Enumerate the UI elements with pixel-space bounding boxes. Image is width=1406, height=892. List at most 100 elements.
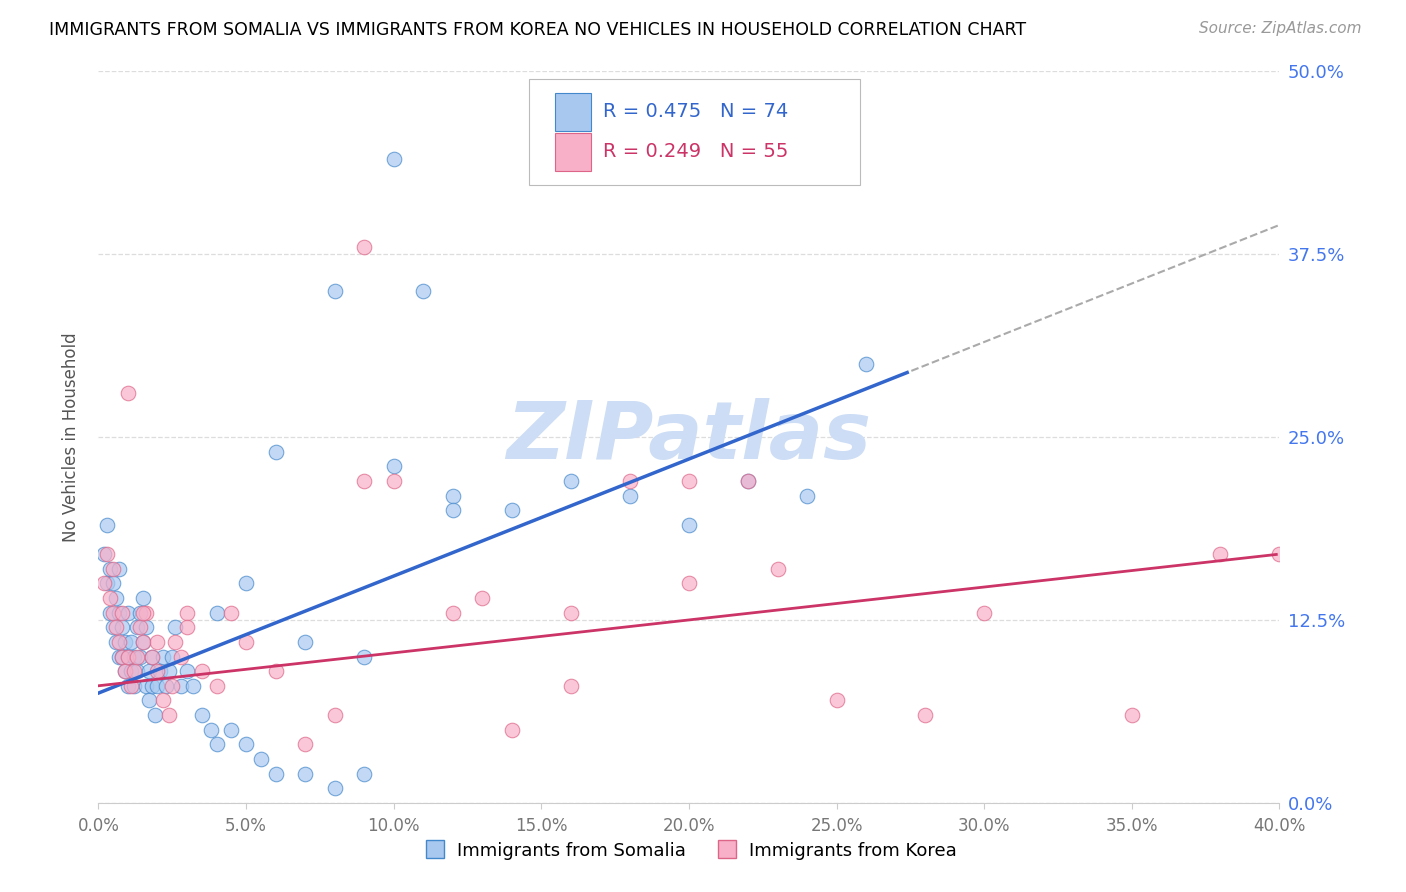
Point <box>155 679 177 693</box>
Text: Source: ZipAtlas.com: Source: ZipAtlas.com <box>1198 21 1361 36</box>
Point <box>294 635 316 649</box>
Point <box>108 606 131 620</box>
Point <box>250 752 273 766</box>
Point <box>737 474 759 488</box>
Point <box>176 606 198 620</box>
Point <box>111 606 134 620</box>
Point <box>973 606 995 620</box>
Point <box>149 664 172 678</box>
Y-axis label: No Vehicles in Household: No Vehicles in Household <box>62 332 80 542</box>
Point <box>176 664 198 678</box>
Point <box>264 444 287 458</box>
Point <box>205 606 228 620</box>
Point <box>98 591 121 605</box>
Point <box>678 576 700 591</box>
Point <box>1121 708 1143 723</box>
Point <box>221 723 243 737</box>
Point <box>560 474 582 488</box>
Point <box>132 606 155 620</box>
Point <box>501 503 523 517</box>
Point <box>353 649 375 664</box>
Point <box>1268 547 1291 561</box>
Point <box>138 693 160 707</box>
Point <box>619 489 641 503</box>
Point <box>914 708 936 723</box>
Point <box>737 474 759 488</box>
Point <box>235 737 257 751</box>
Point <box>766 562 789 576</box>
Point <box>103 562 125 576</box>
Point <box>103 576 125 591</box>
Point <box>294 737 316 751</box>
Point <box>111 620 134 634</box>
Point <box>117 649 139 664</box>
Point <box>96 517 118 532</box>
Point <box>105 635 128 649</box>
Text: R = 0.249   N = 55: R = 0.249 N = 55 <box>603 143 789 161</box>
Point <box>93 547 115 561</box>
Point <box>825 693 848 707</box>
Point <box>96 547 118 561</box>
Point <box>98 562 121 576</box>
Point <box>128 620 150 634</box>
Point <box>353 474 375 488</box>
Point <box>165 620 187 634</box>
Point <box>120 635 142 649</box>
Point <box>135 679 157 693</box>
Point <box>146 635 169 649</box>
Point <box>141 679 163 693</box>
Point <box>117 606 139 620</box>
Point <box>412 284 434 298</box>
Point <box>117 386 139 401</box>
Text: R = 0.475   N = 74: R = 0.475 N = 74 <box>603 102 787 121</box>
Point <box>441 606 464 620</box>
Point <box>176 620 198 634</box>
Point <box>125 649 148 664</box>
Text: ZIPatlas: ZIPatlas <box>506 398 872 476</box>
Point <box>181 679 204 693</box>
Point <box>117 649 139 664</box>
Point <box>146 679 169 693</box>
Point <box>200 723 222 737</box>
Point <box>560 679 582 693</box>
Point <box>132 635 155 649</box>
Point <box>796 489 818 503</box>
Point <box>678 517 700 532</box>
Point <box>152 693 174 707</box>
Point <box>105 591 128 605</box>
Point <box>122 649 145 664</box>
Point <box>120 664 142 678</box>
Point <box>125 620 148 634</box>
Point <box>108 649 131 664</box>
Point <box>382 474 405 488</box>
Point <box>114 664 136 678</box>
Point <box>323 708 346 723</box>
Point <box>108 635 131 649</box>
Bar <box>555 133 591 171</box>
FancyBboxPatch shape <box>530 78 860 185</box>
Point <box>441 503 464 517</box>
Point <box>122 679 145 693</box>
Point <box>441 489 464 503</box>
Point <box>141 649 163 664</box>
Point <box>114 635 136 649</box>
Point <box>235 635 257 649</box>
Point <box>191 664 214 678</box>
Point <box>114 664 136 678</box>
Point <box>323 781 346 796</box>
Point <box>135 606 157 620</box>
Point <box>165 635 187 649</box>
Bar <box>555 93 591 130</box>
Point <box>128 649 150 664</box>
Point <box>98 606 121 620</box>
Point <box>162 649 183 664</box>
Point <box>96 576 118 591</box>
Point <box>501 723 523 737</box>
Point <box>1209 547 1232 561</box>
Point <box>120 679 142 693</box>
Point <box>162 679 183 693</box>
Point <box>323 284 346 298</box>
Point <box>157 664 180 678</box>
Point <box>132 591 155 605</box>
Point <box>382 152 405 166</box>
